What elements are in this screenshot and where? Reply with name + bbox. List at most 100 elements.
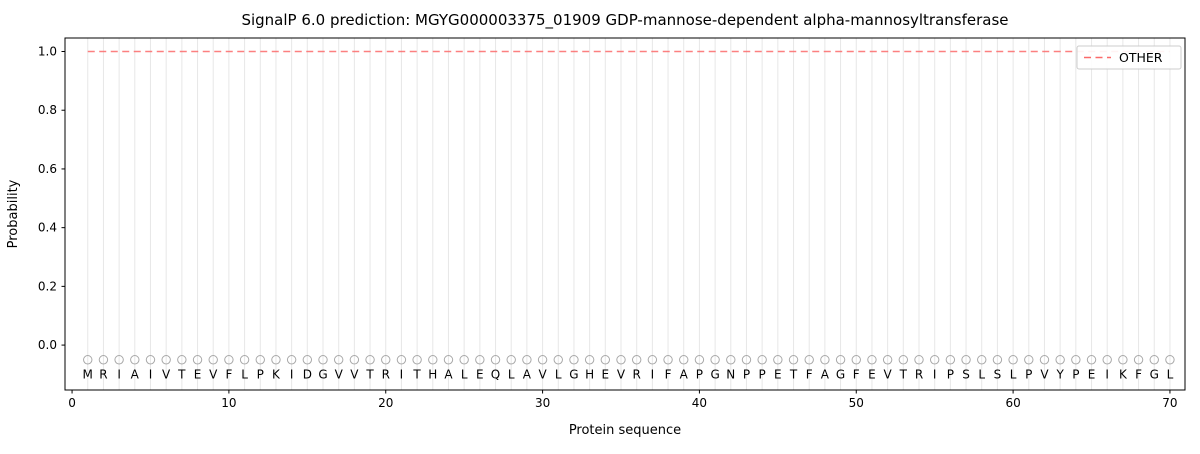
x-tick-label: 60 bbox=[1005, 396, 1020, 410]
residue-letter: R bbox=[99, 367, 107, 381]
residue-marker bbox=[679, 355, 689, 365]
residue-letter: H bbox=[428, 367, 437, 381]
residue-letter: V bbox=[335, 367, 344, 381]
residue-marker bbox=[898, 355, 909, 365]
residue-marker bbox=[757, 355, 767, 365]
residue-marker bbox=[365, 355, 375, 365]
residue-marker bbox=[992, 355, 1003, 365]
chart-title: SignalP 6.0 prediction: MGYG000003375_01… bbox=[241, 11, 1008, 30]
y-tick-label: 0.0 bbox=[38, 338, 57, 352]
legend-box bbox=[1076, 45, 1182, 70]
legend-label: OTHER bbox=[1119, 50, 1163, 65]
residue-letter: A bbox=[821, 367, 830, 381]
residue-letter: L bbox=[978, 367, 985, 381]
residue-marker bbox=[804, 355, 814, 365]
residue-letter: Q bbox=[491, 367, 500, 381]
residue-marker bbox=[882, 355, 893, 365]
residue-letter: E bbox=[1088, 367, 1096, 381]
residue-letter: V bbox=[209, 367, 218, 381]
residue-letter: G bbox=[836, 367, 845, 381]
residue-marker bbox=[851, 355, 861, 365]
residue-marker bbox=[553, 355, 563, 365]
residue-letter: Y bbox=[1055, 367, 1064, 381]
residue-marker bbox=[192, 355, 203, 365]
x-tick-label: 40 bbox=[692, 396, 707, 410]
residue-marker bbox=[663, 355, 673, 365]
y-tick-label: 0.8 bbox=[38, 103, 57, 117]
residue-marker bbox=[302, 355, 313, 365]
residue-letter: A bbox=[131, 367, 140, 381]
x-tick-label: 0 bbox=[68, 396, 76, 410]
residue-marker bbox=[820, 355, 830, 365]
residue-marker bbox=[835, 355, 846, 365]
residue-marker bbox=[161, 355, 171, 365]
residue-marker bbox=[788, 355, 799, 365]
residue-letter: P bbox=[759, 367, 766, 381]
residue-marker bbox=[145, 355, 156, 365]
residue-marker bbox=[961, 355, 971, 365]
residue-marker bbox=[945, 355, 956, 365]
residue-marker bbox=[1102, 355, 1112, 365]
residue-marker bbox=[443, 355, 454, 365]
residue-letter: N bbox=[726, 367, 735, 381]
residue-letter: I bbox=[933, 367, 937, 381]
residue-letter: A bbox=[444, 367, 453, 381]
residue-marker bbox=[1055, 355, 1065, 365]
residue-letter: I bbox=[149, 367, 153, 381]
residue-marker bbox=[255, 355, 265, 365]
residue-marker bbox=[130, 355, 140, 365]
residue-marker bbox=[537, 355, 548, 365]
residue-letter: F bbox=[1135, 367, 1142, 381]
residue-letter: P bbox=[1072, 367, 1079, 381]
residue-marker bbox=[631, 355, 642, 365]
residue-letter: V bbox=[1040, 367, 1049, 381]
residue-letter: T bbox=[177, 367, 186, 381]
residue-marker bbox=[694, 355, 705, 365]
residue-letter: P bbox=[947, 367, 954, 381]
residue-marker bbox=[1024, 355, 1034, 365]
residue-marker bbox=[867, 355, 877, 365]
residue-marker bbox=[412, 355, 422, 365]
residue-letter: S bbox=[994, 367, 1002, 381]
residue-letter: I bbox=[400, 367, 404, 381]
residue-marker bbox=[239, 355, 250, 365]
residue-letter: I bbox=[651, 367, 655, 381]
residue-letter: M bbox=[83, 367, 93, 381]
ticks-group: 0 10 20 30 40 50 60 70 0.0 0.2 0.4 0.6 0.8 1.0 bbox=[38, 45, 1178, 410]
residue-letter: F bbox=[225, 367, 232, 381]
residue-letter: H bbox=[585, 367, 594, 381]
residue-marker bbox=[1008, 355, 1018, 365]
residue-marker bbox=[584, 355, 595, 365]
residue-marker bbox=[506, 355, 516, 365]
legend: OTHER bbox=[1076, 45, 1182, 70]
residue-marker bbox=[1039, 355, 1050, 365]
residue-letter: P bbox=[696, 367, 703, 381]
residue-marker bbox=[459, 355, 469, 365]
residue-marker bbox=[475, 355, 485, 365]
residue-marker bbox=[114, 355, 124, 365]
residue-letter: E bbox=[476, 367, 484, 381]
residue-letter: L bbox=[241, 367, 248, 381]
residue-marker bbox=[286, 355, 297, 365]
residue-marker bbox=[569, 355, 579, 365]
residue-letter: R bbox=[633, 367, 641, 381]
residue-marker bbox=[83, 355, 93, 365]
residue-letter: I bbox=[1105, 367, 1109, 381]
residue-letter: V bbox=[350, 367, 359, 381]
residue-marker bbox=[914, 355, 924, 365]
residue-marker bbox=[1071, 355, 1081, 365]
residue-letter: P bbox=[743, 367, 750, 381]
y-tick-label: 0.6 bbox=[38, 162, 57, 176]
residue-letter: S bbox=[962, 367, 970, 381]
residue-letter: G bbox=[569, 367, 578, 381]
y-tick-label: 0.2 bbox=[38, 279, 57, 293]
residue-letter: D bbox=[303, 367, 312, 381]
residue-marker bbox=[522, 355, 532, 365]
residue-marker bbox=[490, 355, 501, 365]
residue-letter: G bbox=[318, 367, 327, 381]
residue-marker bbox=[710, 355, 720, 365]
y-tick-label: 1.0 bbox=[38, 45, 57, 59]
residue-marker bbox=[647, 355, 658, 365]
residue-marker bbox=[929, 355, 940, 365]
